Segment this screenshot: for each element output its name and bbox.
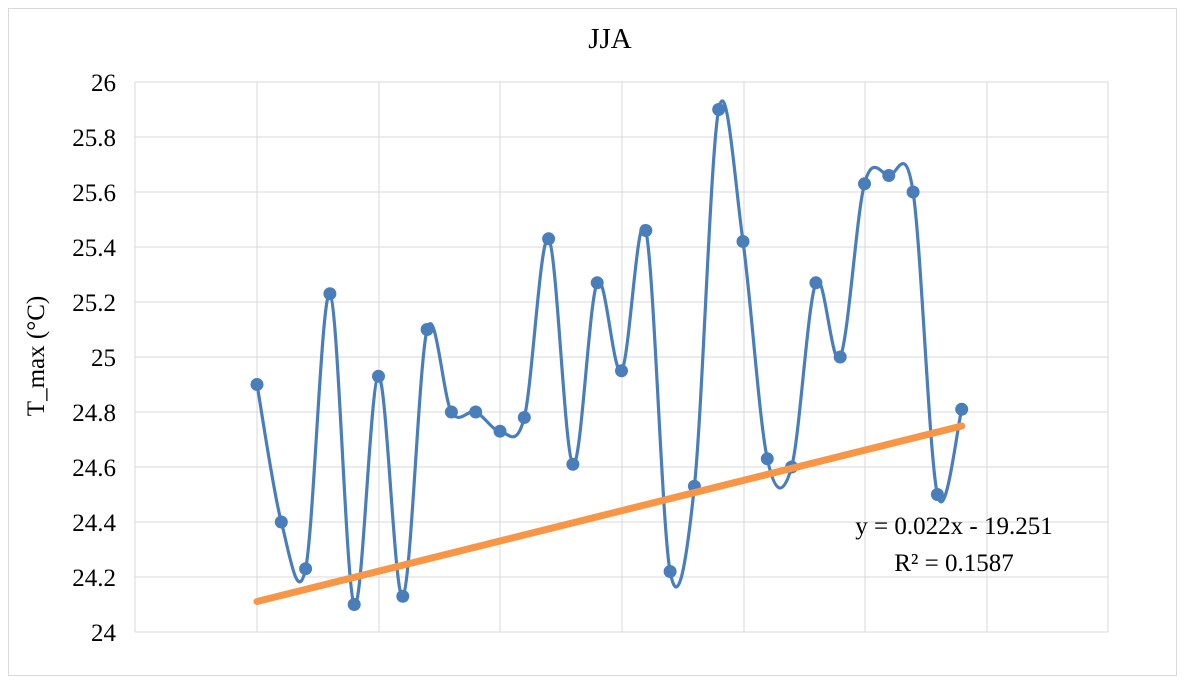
y-tick-label: 24.8 xyxy=(72,400,116,427)
data-point xyxy=(639,224,653,237)
data-point xyxy=(736,235,750,248)
y-tick-label: 24.2 xyxy=(72,565,116,592)
data-point xyxy=(906,185,920,199)
data-series xyxy=(250,99,969,611)
y-tick-label: 24.6 xyxy=(72,455,116,482)
data-point xyxy=(590,276,604,290)
data-point xyxy=(420,323,434,336)
data-point xyxy=(323,287,337,301)
y-tick-label: 25.2 xyxy=(72,290,116,317)
y-tick-label: 25.6 xyxy=(72,180,116,207)
trendline-r-squared: R² = 0.1587 xyxy=(894,550,1014,577)
data-point xyxy=(882,169,896,182)
data-point xyxy=(760,452,774,466)
data-point xyxy=(372,369,385,383)
data-point xyxy=(444,405,458,419)
data-point xyxy=(274,515,288,529)
horizontal-gridlines xyxy=(135,81,1108,633)
data-point xyxy=(250,378,264,391)
y-tick-label: 25.8 xyxy=(72,125,116,152)
y-axis-label: T_max (°C) xyxy=(23,296,50,416)
data-point xyxy=(566,457,580,471)
data-point xyxy=(712,103,726,116)
data-point xyxy=(833,350,847,364)
chart-title: JJA xyxy=(588,23,632,55)
data-point xyxy=(299,562,313,576)
trendline-equation: y = 0.022x - 19.251 xyxy=(855,513,1052,540)
chart-frame xyxy=(8,8,1177,676)
y-tick-label: 26 xyxy=(91,70,116,97)
y-tick-label: 24.4 xyxy=(72,510,116,537)
data-point xyxy=(469,405,483,419)
data-point xyxy=(955,402,969,416)
data-point xyxy=(930,488,944,501)
y-tick-label: 25 xyxy=(91,345,116,372)
trendline-group xyxy=(253,422,966,605)
data-point xyxy=(542,232,556,246)
data-point xyxy=(493,424,507,438)
y-tick-label: 25.4 xyxy=(72,235,116,262)
y-tick-label: 24 xyxy=(91,620,117,647)
data-point xyxy=(663,565,677,578)
y-tick-labels: 26 25.8 25.6 25.4 25.2 25 24.8 24.6 24.4 24.2 24 xyxy=(72,70,116,647)
data-point xyxy=(615,364,628,378)
data-point xyxy=(396,589,410,603)
data-point xyxy=(809,276,823,290)
data-point xyxy=(517,411,531,424)
trendline xyxy=(253,422,966,605)
data-point xyxy=(347,598,361,611)
data-point xyxy=(858,177,871,191)
